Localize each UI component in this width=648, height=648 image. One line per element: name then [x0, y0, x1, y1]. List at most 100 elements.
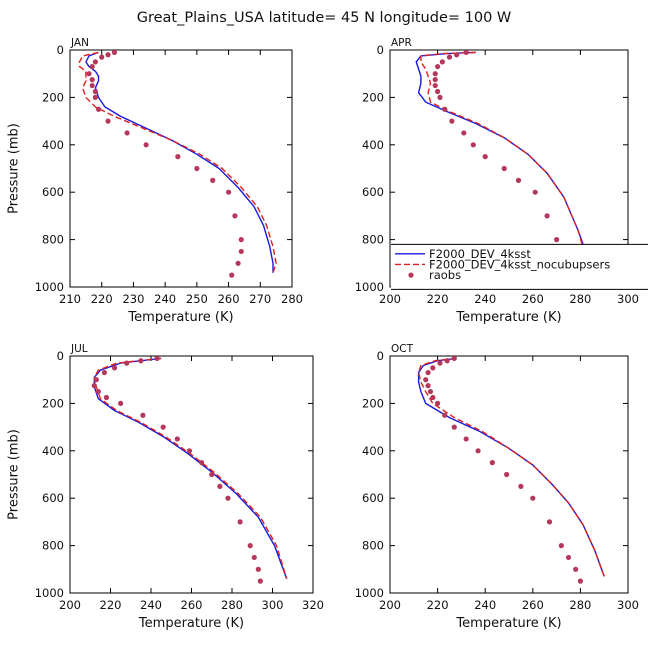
raobs-point: [238, 248, 244, 255]
raobs-point: [489, 460, 495, 466]
raobs-point: [225, 495, 231, 501]
x-tick-label: 240: [474, 598, 496, 612]
y-tick-label: 0: [377, 349, 384, 363]
raobs-point: [238, 237, 244, 243]
y-tick-label: 200: [362, 396, 384, 410]
raobs-point: [251, 554, 257, 561]
raobs-point: [101, 369, 108, 376]
y-tick-label: 1000: [35, 280, 64, 294]
raobs-point: [89, 77, 95, 83]
raobs-point: [530, 495, 536, 501]
raobs-point: [482, 154, 488, 160]
raobs-point: [435, 88, 441, 95]
legend-label: F2000_DEV_4ksst_nocubupsers: [429, 257, 610, 271]
raobs-point: [111, 365, 118, 371]
series-line-nocubupsers: [93, 357, 288, 580]
raobs-point: [463, 50, 469, 55]
raobs-point: [444, 358, 450, 364]
y-tick-label: 1000: [355, 586, 384, 600]
raobs-point: [425, 369, 431, 376]
raobs-point: [544, 213, 550, 219]
legend-label: raobs: [429, 268, 461, 282]
raobs-point: [257, 578, 263, 584]
raobs-point: [86, 71, 92, 77]
data-layer: [417, 356, 605, 584]
data-layer: [78, 50, 277, 278]
legend-label: F2000_DEV_4ksst: [429, 247, 531, 261]
raobs-point: [518, 483, 524, 489]
raobs-point: [558, 543, 564, 549]
raobs-point: [449, 118, 455, 124]
raobs-point: [92, 88, 98, 95]
raobs-point: [454, 52, 460, 58]
raobs-point: [194, 165, 200, 172]
y-tick-label: 800: [42, 539, 64, 553]
raobs-point: [435, 400, 441, 406]
x-tick-label: 270: [249, 292, 271, 306]
raobs-point: [174, 436, 180, 442]
series-line-nocubupsers: [417, 357, 605, 577]
raobs-point: [461, 130, 467, 136]
raobs-point: [186, 448, 193, 454]
x-tick-label: 200: [59, 598, 81, 612]
raobs-point: [237, 519, 243, 525]
y-tick-label: 800: [42, 233, 64, 247]
plot-frame: [69, 49, 293, 288]
raobs-point: [89, 82, 95, 89]
panel-label: OCT: [391, 343, 414, 355]
raobs-point: [91, 383, 97, 389]
series-line-4ksst: [85, 51, 274, 273]
raobs-point: [235, 260, 241, 266]
legend-background: [391, 244, 648, 290]
panel-grid: JAN 210 220 230 240 250 260 270 280 0 200 400 600 800…: [7, 37, 648, 631]
raobs-point: [573, 566, 579, 572]
x-tick-label: 300: [262, 598, 284, 612]
y-tick-label: 600: [362, 185, 384, 199]
x-tick-label: 280: [281, 292, 303, 306]
x-tick-label: 260: [218, 292, 240, 306]
raobs-point: [439, 59, 445, 65]
x-tick-label: 260: [181, 598, 203, 612]
x-tick-label: 300: [617, 598, 639, 612]
raobs-point: [532, 189, 538, 195]
x-tick-label: 220: [91, 292, 113, 306]
raobs-point: [92, 94, 98, 100]
raobs-point: [209, 471, 215, 478]
raobs-point: [427, 388, 434, 395]
raobs-point: [425, 383, 431, 389]
raobs-point: [225, 189, 232, 195]
raobs-point: [442, 412, 448, 418]
raobs-point: [423, 377, 429, 383]
x-axis-label: Temperature (K): [138, 616, 244, 631]
raobs-point: [546, 519, 553, 525]
raobs-point: [138, 358, 144, 364]
raobs-point: [111, 50, 117, 55]
x-tick-label: 210: [59, 292, 81, 306]
legend: F2000_DEV_4ksstF2000_DEV_4ksst_nocubupse…: [391, 243, 648, 290]
raobs-point: [432, 82, 438, 89]
raobs-point: [160, 424, 166, 430]
x-tick-label: 250: [186, 292, 208, 306]
raobs-point: [118, 400, 124, 406]
y-tick-label: 600: [362, 491, 384, 505]
y-axis-label: Pressure (mb): [7, 123, 22, 214]
raobs-point: [229, 272, 235, 278]
x-axis-label: Temperature (K): [455, 616, 561, 631]
x-tick-label: 320: [302, 598, 324, 612]
x-tick-label: 240: [140, 598, 162, 612]
raobs-point: [515, 177, 522, 183]
raobs-point: [140, 412, 146, 418]
y-tick-label: 0: [57, 43, 64, 57]
data-layer: [91, 356, 288, 584]
raobs-point: [504, 471, 510, 478]
x-tick-label: 260: [522, 598, 544, 612]
plot-frame: [389, 355, 629, 594]
raobs-point: [105, 118, 111, 124]
raobs-point: [103, 394, 110, 401]
raobs-point: [430, 394, 436, 401]
raobs-point: [470, 142, 476, 148]
raobs-point: [232, 213, 238, 219]
panel-label: JUL: [70, 343, 88, 355]
y-tick-label: 200: [42, 396, 64, 410]
raobs-point: [501, 165, 507, 172]
